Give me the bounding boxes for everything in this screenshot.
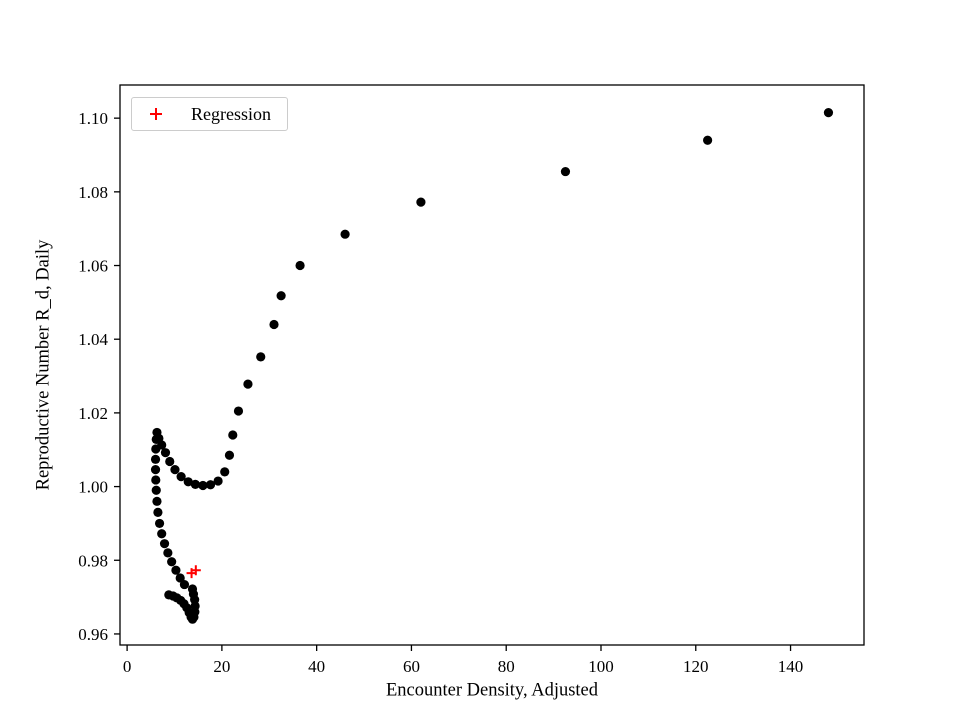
data-point: [205, 480, 216, 490]
data-point: [183, 477, 193, 487]
data-point: [159, 539, 170, 549]
y-tick-label: 1.06: [78, 257, 108, 276]
data-point: [228, 430, 238, 440]
data-point: [224, 450, 235, 460]
data-point: [151, 475, 161, 485]
data-point: [167, 557, 177, 567]
legend: Regression: [131, 97, 288, 131]
data-point: [340, 229, 350, 239]
x-tick-label: 80: [498, 657, 515, 676]
data-point: [151, 485, 161, 495]
data-point: [703, 135, 713, 145]
y-tick-label: 0.98: [78, 551, 108, 570]
data-point: [153, 507, 163, 517]
data-point: [163, 548, 173, 558]
x-tick-label: 0: [123, 657, 132, 676]
data-point: [151, 434, 161, 445]
data-point: [160, 448, 171, 458]
data-point: [179, 579, 190, 590]
data-point: [187, 584, 198, 594]
x-tick-label: 100: [588, 657, 614, 676]
data-point: [560, 166, 571, 177]
data-point: [150, 465, 161, 475]
x-tick-label: 40: [308, 657, 325, 676]
data-point: [151, 444, 161, 454]
y-tick-label: 1.00: [78, 478, 108, 497]
y-tick-label: 1.02: [78, 404, 108, 423]
y-axis-label: Reproductive Number R_d, Daily: [33, 239, 54, 491]
data-point: [190, 479, 200, 489]
data-point: [170, 465, 180, 475]
x-tick-label: 120: [683, 657, 709, 676]
legend-label: Regression: [191, 103, 271, 124]
data-point: [233, 406, 244, 416]
data-point: [152, 496, 162, 506]
data-point: [220, 467, 230, 477]
data-point: [154, 518, 165, 529]
data-point: [152, 427, 162, 438]
regression-point: [190, 565, 201, 576]
data-point: [176, 472, 186, 482]
data-point: [269, 319, 279, 330]
y-tick-label: 1.08: [78, 183, 108, 202]
data-point: [243, 379, 253, 389]
x-axis-label: Encounter Density, Adjusted: [385, 680, 599, 701]
data-point: [823, 108, 834, 118]
data-point: [256, 352, 266, 362]
data-point: [157, 529, 167, 539]
y-tick-label: 0.96: [78, 625, 108, 644]
data-point: [416, 197, 426, 207]
y-tick-label: 1.10: [78, 109, 108, 128]
plus-marker-icon: [150, 108, 162, 120]
data-point: [276, 291, 286, 301]
data-point: [165, 456, 175, 467]
data-point: [150, 454, 161, 464]
x-tick-label: 140: [778, 657, 804, 676]
x-tick-label: 60: [403, 657, 420, 676]
data-point: [171, 565, 181, 575]
axes-frame: [119, 84, 865, 646]
data-point: [213, 476, 223, 486]
data-point: [295, 260, 305, 271]
data-point: [198, 480, 208, 491]
y-tick-label: 1.04: [78, 330, 108, 349]
data-point: [175, 573, 185, 583]
x-tick-label: 20: [213, 657, 230, 676]
